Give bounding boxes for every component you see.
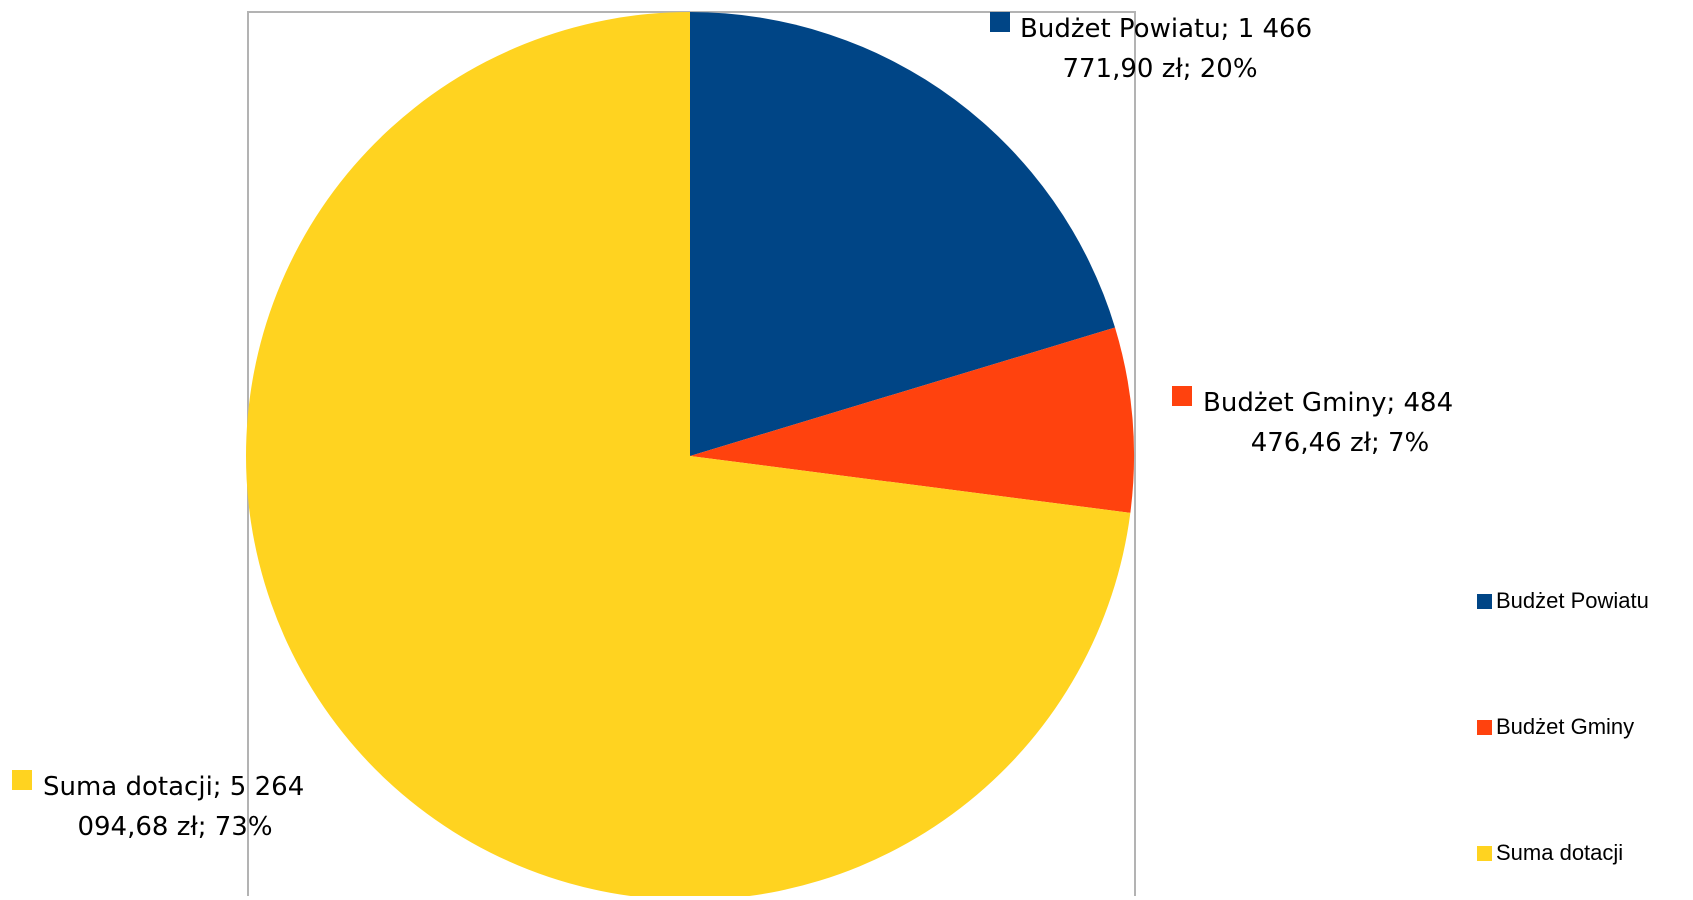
data-label-swatch-budzet-powiatu [990, 12, 1010, 32]
legend-swatch-budzet-powiatu [1477, 594, 1492, 609]
data-label-line2-suma-dotacji: 094,68 zł; 73% [77, 812, 272, 842]
data-label-swatch-suma-dotacji [12, 770, 32, 790]
data-label-line2-budzet-gminy: 476,46 zł; 7% [1251, 428, 1430, 458]
legend-entry-suma-dotacji: Suma dotacji [1477, 840, 1623, 865]
pie-slice-budzet-gminy [690, 327, 1134, 513]
data-label-budzet-gminy: Budżet Gminy; 484 476,46 zł; 7% [1172, 386, 1453, 458]
legend-label-budzet-powiatu: Budżet Powiatu [1496, 588, 1649, 613]
legend-entry-budzet-powiatu: Budżet Powiatu [1477, 588, 1649, 613]
data-label-line1-budzet-powiatu: Budżet Powiatu; 1 466 [1020, 14, 1312, 44]
legend-entry-budzet-gminy: Budżet Gminy [1477, 714, 1634, 739]
data-label-swatch-budzet-gminy [1172, 386, 1192, 406]
pie-slices [246, 12, 1134, 900]
pie-slice-suma-dotacji [246, 12, 1131, 900]
legend-label-budzet-gminy: Budżet Gminy [1496, 714, 1634, 739]
data-label-suma-dotacji: Suma dotacji; 5 264 094,68 zł; 73% [12, 770, 304, 842]
legend-swatch-suma-dotacji [1477, 846, 1492, 861]
data-label-line2-budzet-powiatu: 771,90 zł; 20% [1062, 54, 1257, 84]
legend-label-suma-dotacji: Suma dotacji [1496, 840, 1623, 865]
legend-swatch-budzet-gminy [1477, 720, 1492, 735]
data-label-line1-budzet-gminy: Budżet Gminy; 484 [1203, 388, 1453, 418]
data-label-budzet-powiatu: Budżet Powiatu; 1 466 771,90 zł; 20% [990, 12, 1312, 84]
legend: Budżet Powiatu Budżet Gminy Suma dotacji [1477, 588, 1649, 865]
data-label-line1-suma-dotacji: Suma dotacji; 5 264 [43, 772, 304, 802]
pie-slice-budzet-powiatu [690, 12, 1116, 456]
